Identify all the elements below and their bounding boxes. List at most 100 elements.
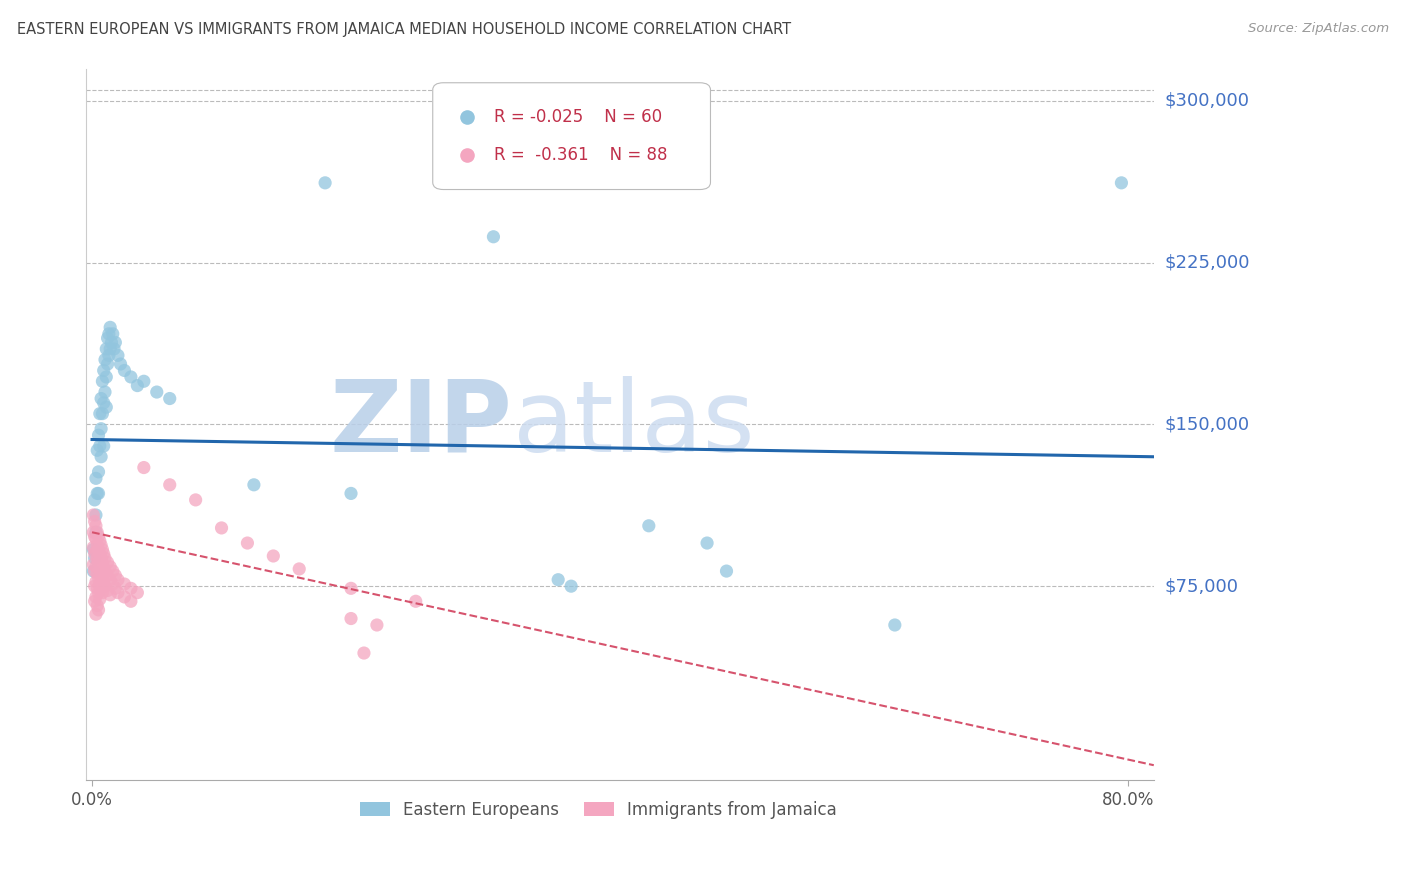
Point [89,439,111,453]
Point [87,486,110,500]
Legend: Eastern Europeans, Immigrants from Jamaica: Eastern Europeans, Immigrants from Jamai… [353,794,844,825]
Point [97,326,120,341]
Point [89,407,111,421]
Point [86,566,108,581]
Point [112,590,135,604]
Point [91,542,114,557]
Point [243,478,266,492]
Point [83,547,105,561]
Point [560,579,582,593]
Point [101,564,124,578]
Point [90,582,112,596]
Point [90,450,112,464]
Point [97,357,120,371]
Point [94,385,117,400]
Point [482,229,505,244]
Point [716,564,738,578]
Point [288,562,311,576]
Point [94,564,117,578]
Point [127,585,149,599]
Point [547,573,569,587]
Point [87,570,110,584]
Point [90,551,112,566]
Point [527,176,550,190]
Point [83,530,105,544]
Point [366,618,388,632]
Point [236,536,259,550]
Point [132,374,155,388]
Point [103,342,125,356]
Point [83,579,105,593]
Point [82,525,104,540]
Point [89,577,111,591]
Point [104,335,127,350]
Point [353,646,375,660]
Point [98,342,121,356]
Point [91,374,114,388]
Point [90,392,112,406]
Text: $75,000: $75,000 [1166,577,1239,595]
Point [89,592,111,607]
Point [97,556,120,570]
Text: $150,000: $150,000 [1166,416,1250,434]
Point [120,582,142,596]
Point [94,352,117,367]
Point [84,525,107,540]
Text: R =  -0.361    N = 88: R = -0.361 N = 88 [494,146,666,164]
Point [96,370,118,384]
Point [91,556,114,570]
Point [107,348,129,362]
Point [127,378,149,392]
Point [93,363,115,377]
Point [159,478,181,492]
Point [97,331,120,345]
Point [84,607,107,622]
Point [637,518,659,533]
Point [86,443,108,458]
Point [101,326,124,341]
Point [96,342,118,356]
Text: ZIP: ZIP [330,376,513,473]
Point [107,573,129,587]
Point [211,521,233,535]
Text: $225,000: $225,000 [1166,253,1250,272]
Point [83,564,105,578]
Point [262,549,284,563]
Point [83,492,105,507]
Point [112,577,135,591]
Point [104,582,127,596]
Point [696,536,718,550]
Text: R = -0.025    N = 60: R = -0.025 N = 60 [494,108,662,126]
Point [883,618,905,632]
Point [86,525,108,540]
Point [314,176,336,190]
Point [87,556,110,570]
Point [84,471,107,485]
Point [97,583,120,598]
Point [340,582,363,596]
Point [104,568,127,582]
Point [340,486,363,500]
Point [93,559,115,574]
Point [84,574,107,589]
Point [84,544,107,558]
Point [82,558,104,572]
FancyBboxPatch shape [433,83,710,189]
Point [86,486,108,500]
Point [86,538,108,552]
Point [91,570,114,584]
Text: atlas: atlas [513,376,755,473]
Point [83,594,105,608]
Point [87,603,110,617]
Point [82,564,104,578]
Point [89,562,111,576]
Point [84,590,107,604]
Point [84,508,107,522]
Point [90,566,112,581]
Point [94,551,117,566]
Point [86,551,108,566]
Point [405,594,427,608]
Point [96,400,118,414]
Point [91,585,114,599]
Point [101,577,124,591]
